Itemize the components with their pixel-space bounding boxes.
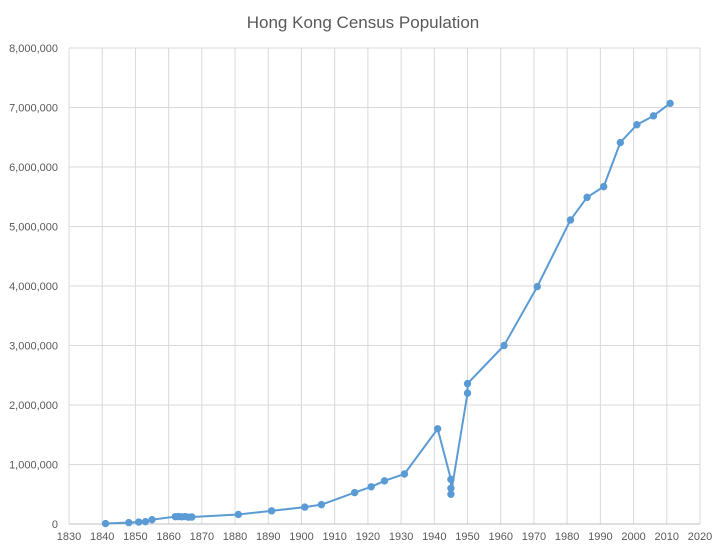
x-tick-label: 1830 bbox=[57, 531, 81, 543]
y-tick-label: 3,000,000 bbox=[9, 341, 58, 353]
x-tick-label: 2020 bbox=[688, 531, 712, 543]
x-tick-label: 1960 bbox=[488, 531, 512, 543]
data-point bbox=[367, 483, 375, 491]
data-point bbox=[533, 282, 541, 291]
x-tick-label: 1850 bbox=[123, 531, 147, 543]
x-tick-label: 1910 bbox=[322, 531, 346, 543]
x-tick-label: 1930 bbox=[389, 531, 413, 543]
y-tick-label: 6,000,000 bbox=[9, 162, 58, 174]
data-point bbox=[566, 216, 575, 224]
data-point bbox=[500, 341, 508, 350]
data-point bbox=[125, 518, 133, 527]
data-point bbox=[188, 513, 196, 521]
x-tick-label: 2010 bbox=[655, 531, 679, 543]
data-point bbox=[350, 488, 359, 497]
data-point bbox=[433, 425, 442, 433]
series-line bbox=[105, 102, 671, 525]
x-tick-label: 1880 bbox=[223, 531, 247, 543]
data-point bbox=[599, 182, 608, 191]
y-tick-label: 2,000,000 bbox=[9, 400, 58, 412]
data-point bbox=[447, 490, 455, 498]
x-tick-label: 1980 bbox=[555, 531, 579, 543]
data-point bbox=[633, 121, 641, 129]
y-axis-ticks: 0 1,000,000 2,000,000 3,000,000 4,000,000 5,0… bbox=[9, 43, 58, 531]
y-tick-label: 5,000,000 bbox=[9, 222, 58, 234]
data-point bbox=[135, 518, 143, 526]
x-tick-label: 1870 bbox=[190, 531, 214, 543]
data-point bbox=[463, 389, 472, 397]
data-point bbox=[267, 507, 276, 515]
x-tick-label: 1900 bbox=[289, 531, 313, 543]
y-tick-label: 7,000,000 bbox=[9, 103, 58, 115]
x-axis-ticks: 1830 1840 1850 1860 1870 1880 1890 1900 1910 1920… bbox=[57, 531, 712, 543]
x-tick-label: 2000 bbox=[621, 531, 645, 543]
data-point bbox=[400, 470, 409, 478]
data-point bbox=[317, 500, 326, 509]
y-tick-label: 8,000,000 bbox=[9, 43, 58, 55]
x-tick-label: 1920 bbox=[356, 531, 380, 543]
y-tick-label: 0 bbox=[52, 519, 58, 531]
data-point bbox=[148, 515, 156, 524]
data-point bbox=[301, 503, 309, 511]
data-point bbox=[583, 193, 591, 202]
y-tick-label: 4,000,000 bbox=[9, 281, 58, 293]
data-point bbox=[101, 519, 110, 528]
x-tick-label: 1860 bbox=[156, 531, 180, 543]
y-tick-label: 1,000,000 bbox=[9, 460, 58, 472]
x-tick-label: 1840 bbox=[90, 531, 114, 543]
data-point bbox=[234, 510, 243, 519]
x-tick-label: 1970 bbox=[522, 531, 546, 543]
data-point bbox=[649, 112, 658, 120]
x-tick-label: 1890 bbox=[256, 531, 280, 543]
chart-title: Hong Kong Census Population bbox=[247, 13, 480, 32]
x-tick-label: 1940 bbox=[422, 531, 446, 543]
data-point bbox=[666, 99, 674, 108]
grid bbox=[68, 47, 701, 525]
data-point bbox=[447, 475, 455, 484]
data-point bbox=[463, 379, 472, 388]
x-tick-label: 1950 bbox=[455, 531, 479, 543]
x-tick-label: 1990 bbox=[588, 531, 612, 543]
series bbox=[101, 99, 674, 528]
data-point bbox=[141, 517, 150, 526]
data-point bbox=[380, 477, 389, 485]
data-point bbox=[616, 138, 624, 147]
